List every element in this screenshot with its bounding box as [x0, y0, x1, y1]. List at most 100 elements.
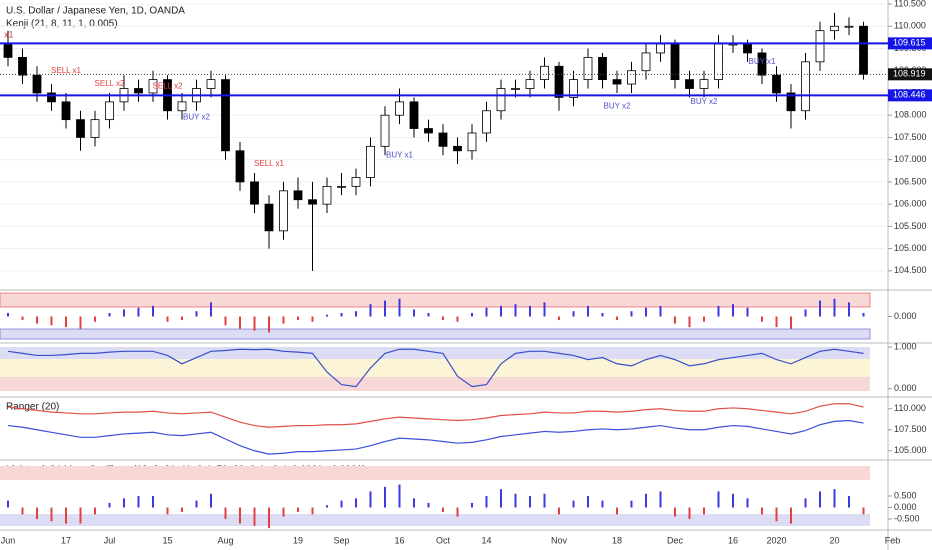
indicator-line: [7, 419, 864, 455]
y-tick-label: 107.500: [894, 132, 927, 142]
signal-label: SELL x2: [153, 81, 183, 90]
candle-body: [699, 79, 709, 89]
band: [0, 347, 870, 359]
x-tick-label: 2020: [766, 535, 786, 545]
candle-body: [76, 119, 85, 138]
band: [0, 328, 871, 340]
band: [0, 466, 870, 480]
candle-body: [815, 30, 825, 63]
candle-body: [250, 181, 259, 205]
x-tick-label: 16: [728, 535, 738, 545]
band: [0, 359, 870, 377]
candle-body: [134, 88, 143, 94]
candle-body: [627, 70, 636, 85]
note: x1: [4, 29, 14, 39]
candle-body: [830, 25, 839, 32]
candle-body: [366, 145, 375, 178]
y-tick-label: 105.500: [894, 221, 927, 231]
x-tick-label: Nov: [551, 535, 568, 545]
candle-body: [554, 65, 564, 98]
candle-body: [757, 52, 767, 76]
last-price-label: 108.919: [893, 69, 926, 79]
candle-body: [279, 190, 288, 232]
candle-body: [569, 79, 578, 98]
candle-body: [859, 25, 868, 75]
candle-body: [844, 25, 854, 28]
last-price-tag: [888, 68, 932, 81]
y-tick-label: 108.000: [894, 110, 927, 120]
candle-body: [380, 114, 390, 147]
y-tick-label: 1.000: [894, 342, 917, 352]
band: [0, 514, 870, 526]
candle-body: [308, 199, 317, 205]
signal-label: BUY x2: [691, 97, 719, 106]
x-tick-label: 20: [829, 535, 839, 545]
y-tick-label: 105.000: [894, 445, 927, 455]
y-tick-label: -0.500: [894, 513, 920, 523]
candle-body: [598, 56, 607, 81]
candle-body: [714, 43, 723, 81]
candle-body: [90, 119, 100, 138]
x-tick-label: Oct: [436, 535, 451, 545]
candle-body: [525, 79, 535, 89]
indicator-line: [7, 403, 864, 428]
candle-body: [264, 203, 274, 232]
candle-body: [438, 132, 448, 147]
candle-body: [221, 79, 230, 152]
indicator-line: [7, 348, 864, 388]
x-tick-label: 18: [612, 535, 622, 545]
level-label: 108.446: [893, 90, 926, 100]
x-tick-label: Jul: [104, 535, 116, 545]
candle-body: [482, 110, 491, 134]
candle-body: [540, 65, 549, 81]
candle-body: [18, 56, 27, 76]
candle-body: [612, 79, 622, 85]
level-tag: [888, 37, 932, 50]
signal-label: SELL x1: [254, 159, 284, 168]
candle-body: [395, 101, 404, 116]
x-tick-label: Jun: [1, 535, 16, 545]
candle-body: [293, 190, 303, 201]
candle-body: [424, 128, 433, 134]
y-tick-label: 106.000: [894, 199, 927, 209]
signal-label: BUY x2: [604, 101, 632, 110]
y-tick-label: 104.500: [894, 265, 927, 275]
x-tick-label: Dec: [667, 535, 684, 545]
y-tick-label: 110.500: [894, 0, 926, 8]
candle-body: [105, 101, 114, 121]
candle-body: [3, 43, 13, 58]
x-tick-label: 16: [394, 535, 404, 545]
candle-body: [467, 132, 477, 152]
candle-body: [453, 145, 462, 152]
candle-body: [47, 92, 56, 103]
candle-body: [641, 52, 651, 72]
candle-body: [206, 79, 216, 89]
y-tick-label: 105.000: [894, 243, 927, 253]
candle-body: [786, 92, 796, 112]
y-tick-label: 0.000: [894, 383, 917, 393]
y-tick-label: 107.000: [894, 154, 927, 164]
y-tick-label: 0.000: [894, 502, 917, 512]
chart-title: U.S. Dollar / Japanese Yen, 1D, OANDA: [6, 6, 185, 17]
x-tick-label: Sep: [333, 535, 349, 545]
candle-body: [656, 43, 665, 54]
candle-body: [32, 74, 42, 94]
signal-label: BUY x1: [386, 150, 414, 159]
candle-body: [351, 177, 361, 187]
y-tick-label: 106.500: [894, 176, 927, 186]
y-tick-label: 107.500: [894, 424, 927, 434]
candle-body: [801, 61, 810, 112]
candle-body: [409, 101, 419, 129]
band: [0, 292, 871, 308]
candle-body: [148, 79, 158, 94]
candle-body: [61, 101, 71, 121]
y-tick-label: 0.500: [894, 490, 917, 500]
band: [0, 377, 870, 391]
x-tick-label: 19: [293, 535, 303, 545]
candle-body: [235, 150, 245, 183]
signal-label: SELL x1: [51, 66, 81, 75]
candle-body: [583, 56, 593, 81]
level-label: 109.615: [893, 38, 926, 48]
candle-body: [322, 185, 332, 205]
